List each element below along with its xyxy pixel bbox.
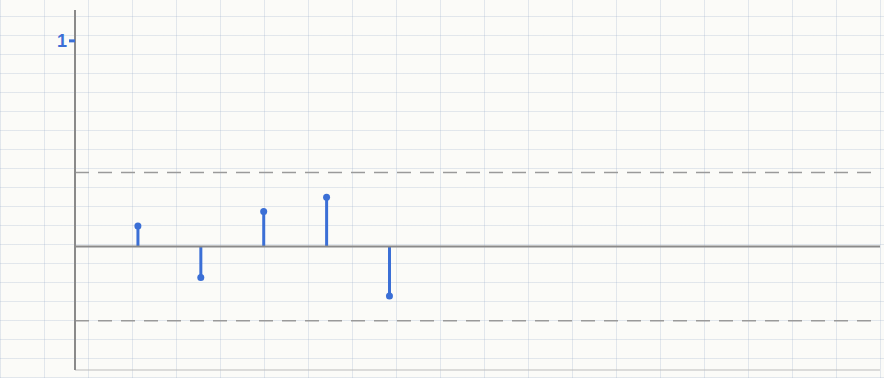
svg-text:1: 1	[57, 31, 67, 51]
